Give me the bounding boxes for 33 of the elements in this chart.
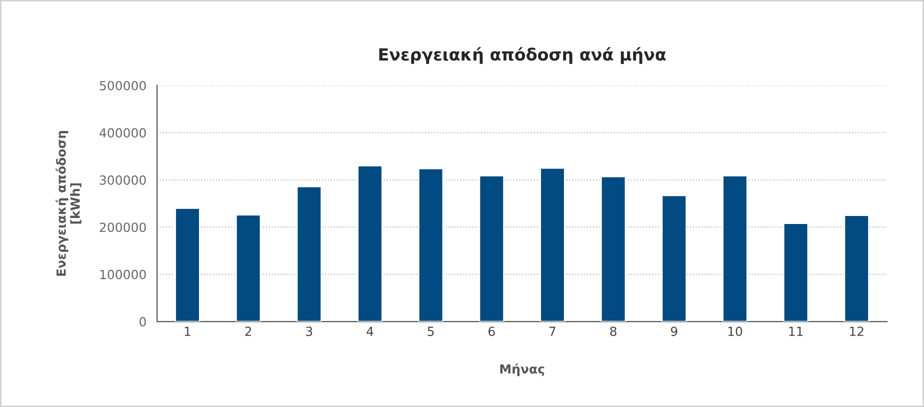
bar [174,208,200,322]
x-tick-label: 3 [306,326,312,336]
bar [661,194,687,322]
x-tick-label: 5 [428,326,434,336]
bar [357,165,383,322]
x-tick-label: 1 [184,326,190,336]
y-axis-title: Ενεργειακή απόδοση [kWh] [56,131,82,276]
x-tick-label: 4 [366,326,374,336]
x-tick-label: 2 [245,326,252,336]
y-tick-label: 300000 [100,175,146,185]
chart-title: Ενεργειακή απόδοση ανά μήνα [379,47,666,64]
y-tick-label: 100000 [100,270,146,280]
x-tick-label: 10 [728,326,742,336]
bar [418,168,444,322]
x-axis-title: Μήνας [500,363,544,376]
y-tick-label: 500000 [100,80,146,90]
y-tick-label: 400000 [100,128,146,138]
bar [540,167,566,322]
bar [782,222,809,322]
x-tick-label: 12 [850,326,864,336]
y-tick-label: 0 [140,317,146,326]
x-tick-label: 7 [550,326,556,336]
y-tick-label: 200000 [100,222,146,232]
x-tick-label: 11 [789,326,803,336]
x-tick-label: 6 [488,326,495,336]
bar [478,174,505,322]
bar [235,214,262,322]
bar [600,176,626,322]
bar [722,174,748,322]
x-tick-label: 8 [610,326,616,336]
bar [296,186,322,322]
bar [844,214,870,322]
x-tick-label: 9 [670,326,678,336]
